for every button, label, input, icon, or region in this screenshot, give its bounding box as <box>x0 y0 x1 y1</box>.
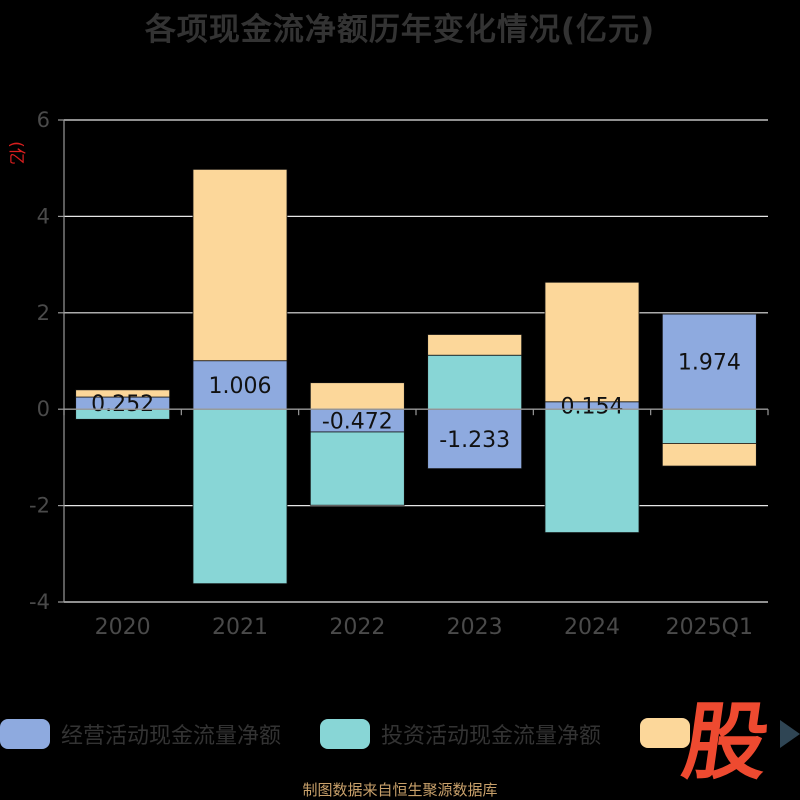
x-tick-label: 2022 <box>329 615 385 640</box>
bar-segment-financing <box>427 334 523 356</box>
legend-item-operating[interactable]: 经营活动现金流量净额 <box>0 718 281 750</box>
bar-segment-financing <box>192 168 288 362</box>
data-label: 1.974 <box>678 351 741 376</box>
bar-segment-investing <box>192 408 288 585</box>
bar-segment-financing <box>661 443 757 467</box>
x-tick-label: 2024 <box>564 615 620 640</box>
y-tick-label: 6 <box>37 108 50 132</box>
bar-segment-investing <box>427 354 523 410</box>
data-label: -1.233 <box>439 428 510 453</box>
bar-segment-financing <box>544 281 640 403</box>
bar-segment-investing <box>661 408 757 444</box>
bar-segment-operating <box>427 408 523 470</box>
data-label: 0.154 <box>561 394 624 419</box>
y-tick-label: 4 <box>37 204 50 228</box>
legend-item-investing[interactable]: 投资活动现金流量净额 <box>320 718 601 750</box>
bar-segment-operating <box>192 360 288 410</box>
bar-segment-investing <box>544 408 640 533</box>
x-tick-label: 2025Q1 <box>666 615 753 640</box>
bar-chart: -4 -2 0 2 4 6 0.252 1.006 -0.472 -1.233 0.154 1.974… <box>29 108 769 640</box>
data-label: 1.006 <box>209 374 272 399</box>
data-source-note: 制图数据来自恒生聚源数据库 <box>302 781 498 799</box>
y-tick-label: 0 <box>37 397 50 421</box>
legend-next-page-icon[interactable] <box>780 720 800 748</box>
y-tick-label: -2 <box>29 494 50 518</box>
bar-segment-financing <box>75 389 171 398</box>
bar-segment-investing <box>309 431 405 506</box>
watermark-logo: 股 <box>677 692 776 791</box>
legend-swatch-financing <box>640 718 690 748</box>
bar-segment-financing <box>309 382 405 410</box>
chart-title: 各项现金流净额历年变化情况(亿元) <box>144 12 656 48</box>
data-label: 0.252 <box>91 392 154 417</box>
y-tick-label: -4 <box>29 590 50 614</box>
legend-swatch-operating <box>0 719 50 749</box>
legend-label-operating: 经营活动现金流量净额 <box>61 724 282 749</box>
legend-label-investing: 投资活动现金流量净额 <box>381 724 602 749</box>
x-tick-label: 2023 <box>447 615 503 640</box>
legend-swatch-investing <box>320 719 370 749</box>
data-label: -0.472 <box>322 410 393 435</box>
legend-item-financing[interactable] <box>640 718 701 748</box>
legend: 经营活动现金流量净额 投资活动现金流量净额 <box>0 712 800 756</box>
y-tick-label: 2 <box>37 301 50 325</box>
x-tick-label: 2021 <box>212 615 268 640</box>
x-tick-label: 2020 <box>95 615 151 640</box>
